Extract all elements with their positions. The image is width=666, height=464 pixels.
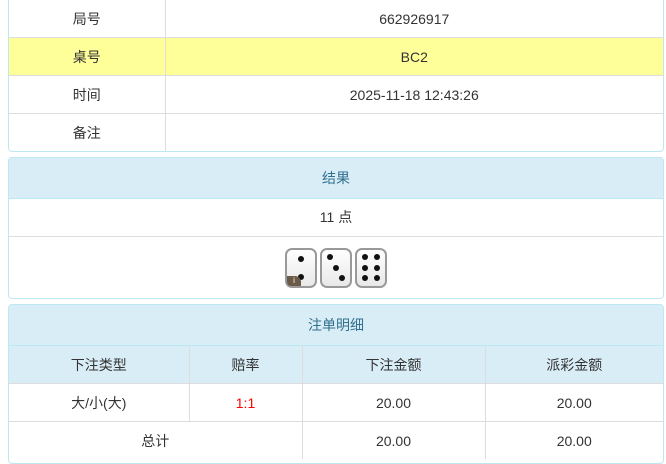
total-payout: 20.00 bbox=[484, 421, 663, 459]
info-icon[interactable]: i bbox=[287, 275, 301, 286]
table-header: 下注类型 赔率 下注金额 派彩金额 bbox=[9, 346, 663, 384]
bet-type: 大/小(大) bbox=[9, 383, 190, 422]
table-row: 大/小(大) 1:1 20.00 20.00 bbox=[9, 383, 663, 422]
result-panel: 结果 11 点 i bbox=[8, 157, 664, 299]
label: 备注 bbox=[9, 113, 166, 151]
time: 2025-11-18 12:43:26 bbox=[164, 75, 663, 114]
pip bbox=[333, 264, 339, 271]
total-row: 总计 20.00 20.00 bbox=[9, 421, 663, 459]
pip bbox=[373, 254, 380, 261]
label: 桌号 bbox=[9, 37, 166, 76]
die-6 bbox=[355, 247, 387, 288]
header-payout: 派彩金额 bbox=[484, 346, 663, 384]
result-points: 11 点 bbox=[9, 199, 663, 237]
table-number: BC2 bbox=[164, 37, 663, 76]
header-bet-type: 下注类型 bbox=[9, 346, 190, 384]
bet-details-title: 注单明细 bbox=[9, 305, 663, 346]
pip bbox=[327, 254, 334, 261]
remark bbox=[164, 113, 663, 151]
header-bet-amount: 下注金额 bbox=[301, 346, 486, 384]
remark-row: 备注 bbox=[9, 113, 663, 151]
die-3 bbox=[320, 247, 352, 288]
time-row: 时间 2025-11-18 12:43:26 bbox=[9, 75, 663, 114]
round-info-panel: 局号 662926917 桌号 BC2 时间 2025-11-18 12:43:26 … bbox=[8, 0, 664, 152]
label: 局号 bbox=[9, 0, 166, 38]
pip bbox=[373, 274, 380, 281]
pip bbox=[362, 254, 369, 261]
bet-details-panel: 注单明细 下注类型 赔率 下注金额 派彩金额 大/小(大) 1:1 20.00 … bbox=[8, 304, 664, 464]
round-number-row: 局号 662926917 bbox=[9, 0, 663, 38]
table-number-row: 桌号 BC2 bbox=[9, 37, 663, 76]
payout: 20.00 bbox=[484, 383, 663, 422]
total-label: 总计 bbox=[9, 421, 303, 459]
total-amount: 20.00 bbox=[301, 421, 486, 459]
pip bbox=[338, 274, 345, 281]
pip bbox=[298, 273, 304, 280]
pip bbox=[362, 264, 369, 271]
die-2: i bbox=[285, 247, 317, 288]
header-odds: 赔率 bbox=[188, 346, 303, 384]
label: 时间 bbox=[9, 75, 166, 114]
bet-amount: 20.00 bbox=[301, 383, 486, 422]
round-number: 662926917 bbox=[164, 0, 663, 38]
pip bbox=[298, 255, 304, 262]
pip bbox=[373, 264, 380, 271]
dice-row: i bbox=[9, 237, 663, 298]
pip bbox=[362, 274, 369, 281]
odds: 1:1 bbox=[188, 383, 303, 422]
result-title: 结果 bbox=[9, 158, 663, 199]
